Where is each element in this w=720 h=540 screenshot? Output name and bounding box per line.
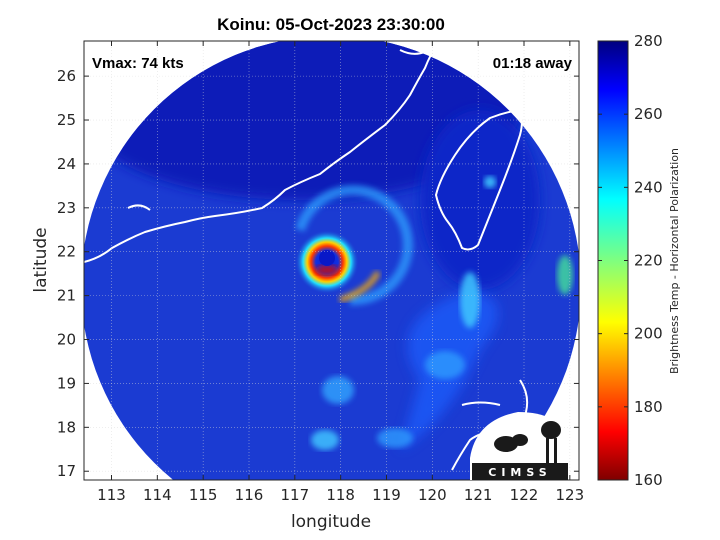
spiral-band-core <box>339 270 381 303</box>
y-tick-labels: 17 18 19 20 21 22 23 24 25 26 <box>57 67 76 480</box>
china-coastline <box>84 42 439 263</box>
colorbar-label: Brightness Temp - Horizontal Polarizatio… <box>668 148 681 374</box>
time-away-annotation: 01:18 away <box>493 55 573 72</box>
x-tick-label: 114 <box>143 486 172 504</box>
x-tick-label: 120 <box>418 486 447 504</box>
y-tick-label: 25 <box>57 111 76 129</box>
water-tower-icon <box>546 438 549 464</box>
x-tick-label: 123 <box>556 486 585 504</box>
colorbar-tick-label: 200 <box>634 325 663 343</box>
chart-title: Koinu: 05-Oct-2023 23:30:00 <box>217 15 445 34</box>
coastline-inlet <box>127 204 151 211</box>
y-tick-label: 21 <box>57 287 76 305</box>
taiwan-coastline <box>434 108 523 251</box>
x-tick-label: 115 <box>189 486 218 504</box>
x-tick-label: 113 <box>97 486 126 504</box>
water-tower-leg <box>554 438 557 464</box>
x-tick-label: 119 <box>372 486 401 504</box>
colorbar-tick-label: 180 <box>634 398 663 416</box>
rain-cell-east-edge <box>557 255 573 295</box>
rain-cell <box>311 430 339 450</box>
grid <box>84 41 579 480</box>
rain-cell <box>377 428 413 448</box>
logo-text: CIMSS <box>488 466 551 479</box>
x-tick-label: 117 <box>281 486 310 504</box>
rain-cell <box>425 351 465 379</box>
colorbar-ticks: 160 180 200 220 240 260 280 <box>598 32 663 489</box>
satellite-dish-icon <box>512 434 528 446</box>
y-tick-label: 23 <box>57 199 76 217</box>
y-tick-label: 19 <box>57 374 76 392</box>
x-tick-label: 118 <box>326 486 355 504</box>
y-axis-label: latitude <box>31 227 51 292</box>
x-tick-label: 122 <box>510 486 539 504</box>
swath-layer <box>84 41 579 480</box>
y-tick-label: 22 <box>57 243 76 261</box>
y-tick-label: 17 <box>57 462 76 480</box>
taiwan-region <box>420 110 540 290</box>
colorbar-tick-label: 160 <box>634 471 663 489</box>
x-tick-label: 116 <box>235 486 264 504</box>
spiral-band <box>295 185 413 306</box>
colorbar-tick-label: 220 <box>634 252 663 270</box>
colorbar-tick-label: 240 <box>634 178 663 196</box>
coastline-north <box>399 43 437 55</box>
logo-banner <box>472 463 568 480</box>
colorbar: 160 180 200 220 240 260 280 Brightness Temp - … <box>597 32 681 489</box>
eye <box>319 250 335 266</box>
axes-frame <box>83 40 580 481</box>
colorbar-tick-label: 260 <box>634 105 663 123</box>
x-axis-label: longitude <box>291 512 371 532</box>
cimss-logo: CIMSS <box>470 412 568 480</box>
vmax-annotation: Vmax: 74 kts <box>92 55 184 72</box>
y-tick-label: 24 <box>57 155 76 173</box>
rain-cell <box>322 376 354 404</box>
x-tick-labels: 113 114 115 116 117 118 119 120 121 122 123 <box>97 486 584 504</box>
y-tick-label: 26 <box>57 67 76 85</box>
rain-band-east <box>460 272 480 328</box>
y-tick-label: 18 <box>57 418 76 436</box>
rain-cell <box>484 176 496 188</box>
colorbar-scale <box>597 40 629 481</box>
x-tick-label: 121 <box>464 486 493 504</box>
y-tick-label: 20 <box>57 331 76 349</box>
eyewall-core <box>315 265 339 275</box>
water-tower-tank <box>541 421 561 439</box>
colorbar-tick-label: 280 <box>634 32 663 50</box>
